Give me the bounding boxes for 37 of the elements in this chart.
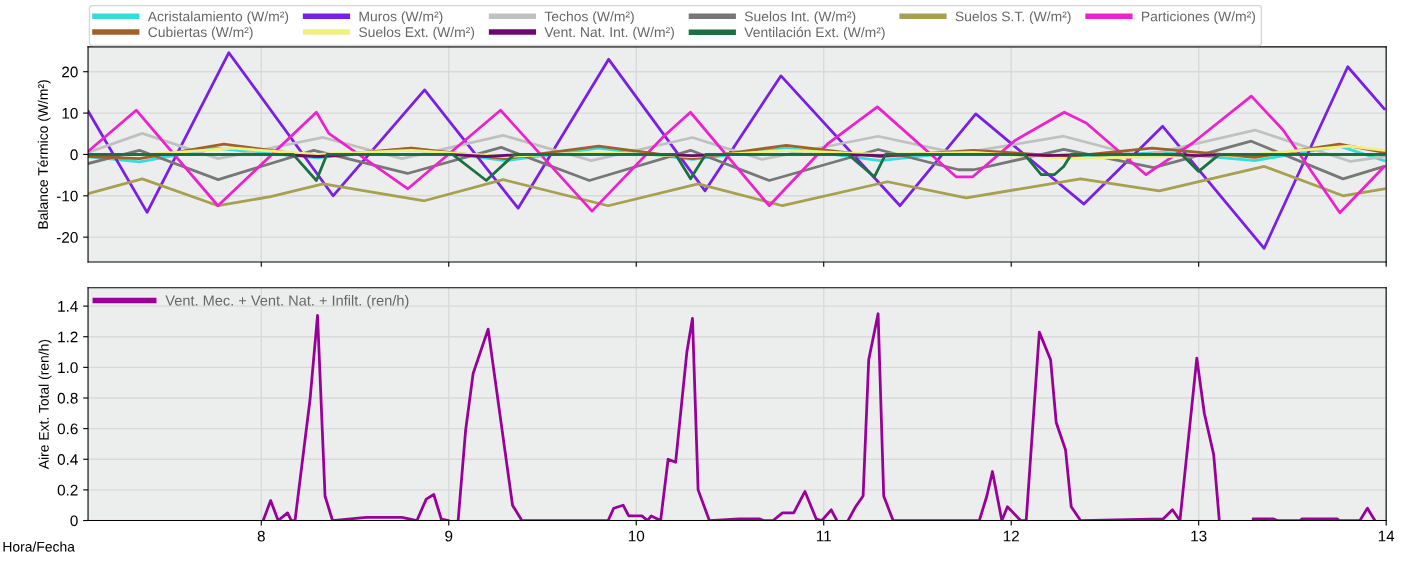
line-series — [88, 94, 1386, 215]
line-series — [88, 165, 1386, 208]
y-tick-label: 0 — [70, 149, 78, 161]
y-tick-label: 0.6 — [57, 423, 78, 435]
x-tick-label: 10 — [628, 530, 645, 542]
y-tick-label: 0.4 — [57, 454, 78, 465]
legend-label: Suelos S.T. (W/m²) — [955, 11, 1071, 25]
y-tick-label: 0 — [70, 515, 78, 527]
y-axis-title: Balance Térmico (W/m²) — [37, 80, 51, 229]
x-tick-label: 13 — [1191, 530, 1207, 542]
y-tick-label: 1.0 — [58, 362, 78, 374]
legend-label: Muros (W/m²) — [359, 11, 443, 25]
y-tick-label: -10 — [56, 190, 78, 202]
legend-label: Vent. Mec. + Vent. Nat. + Infilt. (ren/h) — [165, 295, 409, 309]
y-tick-label: 1.4 — [58, 301, 78, 312]
x-tick-label: 11 — [816, 530, 831, 542]
y-axis-title: Aire Ext. Total (ren/h) — [38, 339, 52, 470]
x-tick-label: 14 — [1378, 530, 1395, 542]
legend-label: Suelos Int. (W/m²) — [744, 11, 856, 25]
x-tick-label: 8 — [257, 530, 265, 542]
legend-label: Cubiertas (W/m²) — [148, 26, 253, 40]
x-tick-label: 12 — [1003, 530, 1019, 542]
legend-label: Particiones (W/m²) — [1142, 11, 1255, 25]
y-tick-label: 0.2 — [57, 484, 78, 496]
x-tick-label: 9 — [445, 530, 453, 542]
y-tick-label: 20 — [62, 66, 78, 78]
y-tick-label: 0.8 — [57, 392, 78, 404]
y-tick-label: 1.2 — [58, 331, 78, 343]
legend-label: Ventilación Ext. (W/m²) — [744, 26, 885, 40]
x-axis-title: Hora/Fecha — [3, 541, 75, 552]
y-tick-label: 10 — [62, 107, 78, 119]
y-tick-label: -20 — [56, 232, 78, 243]
legend-label: Acristalamiento (W/m²) — [147, 11, 289, 25]
legend-label: Suelos Ext. (W/m²) — [359, 26, 475, 40]
legend-label: Vent. Nat. Int. (W/m²) — [544, 26, 674, 40]
line-series — [88, 153, 1386, 182]
legend-label: Techos (W/m²) — [544, 11, 634, 25]
